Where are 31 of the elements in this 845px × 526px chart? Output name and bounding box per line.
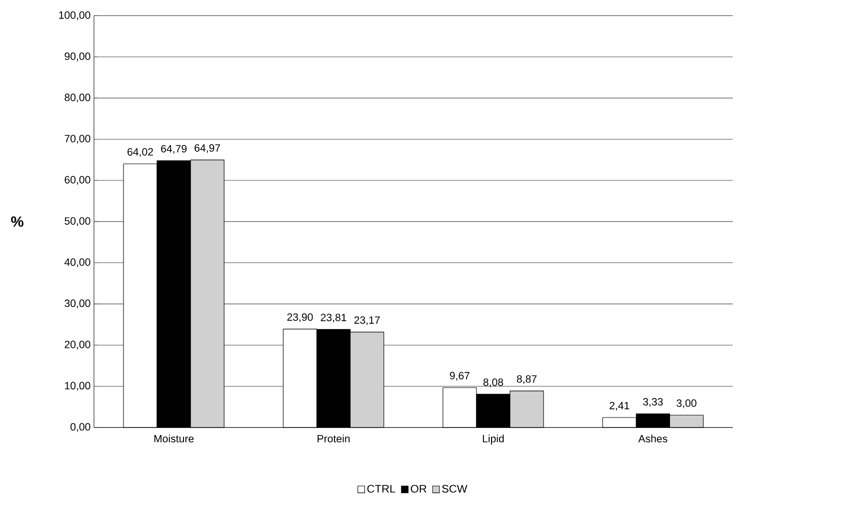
data-label: 64,79 [161, 144, 187, 154]
data-label: 64,02 [128, 148, 153, 157]
y-tick-label: 60,00 [64, 176, 90, 185]
y-tick-label: 80,00 [64, 94, 90, 102]
legend-label: OR [410, 484, 426, 493]
data-label: 23,81 [320, 314, 346, 322]
legend-label: CTRL [367, 484, 396, 493]
data-label: 64,97 [194, 144, 220, 153]
y-tick-label: 100,00 [59, 11, 90, 20]
y-tick-label: 40,00 [64, 258, 90, 268]
x-tick-label: Lipid [482, 434, 504, 444]
y-tick-label: 70,00 [64, 134, 90, 144]
data-label: 23,17 [354, 316, 380, 325]
y-tick-label: 10,00 [65, 382, 90, 391]
data-label: 8,08 [483, 378, 504, 388]
y-tick-label: 20,00 [64, 340, 90, 350]
y-axis-title: % [11, 216, 24, 227]
data-label: 9,67 [450, 372, 470, 381]
legend-label: SCW [442, 484, 468, 493]
data-label: 3,33 [643, 398, 663, 407]
y-tick-label: 50,00 [64, 217, 90, 226]
x-tick-label: Protein [318, 434, 350, 442]
y-tick-label: 90,00 [64, 52, 90, 62]
x-tick-label: Moisture [154, 434, 194, 442]
x-tick-label: Ashes [638, 434, 668, 442]
data-label: 3,00 [676, 399, 696, 408]
y-tick-label: 0,00 [70, 422, 90, 432]
data-label: 8,87 [516, 375, 537, 384]
data-label: 2,41 [610, 402, 630, 410]
data-label: 23,90 [287, 313, 313, 322]
y-tick-label: 30,00 [64, 299, 90, 308]
